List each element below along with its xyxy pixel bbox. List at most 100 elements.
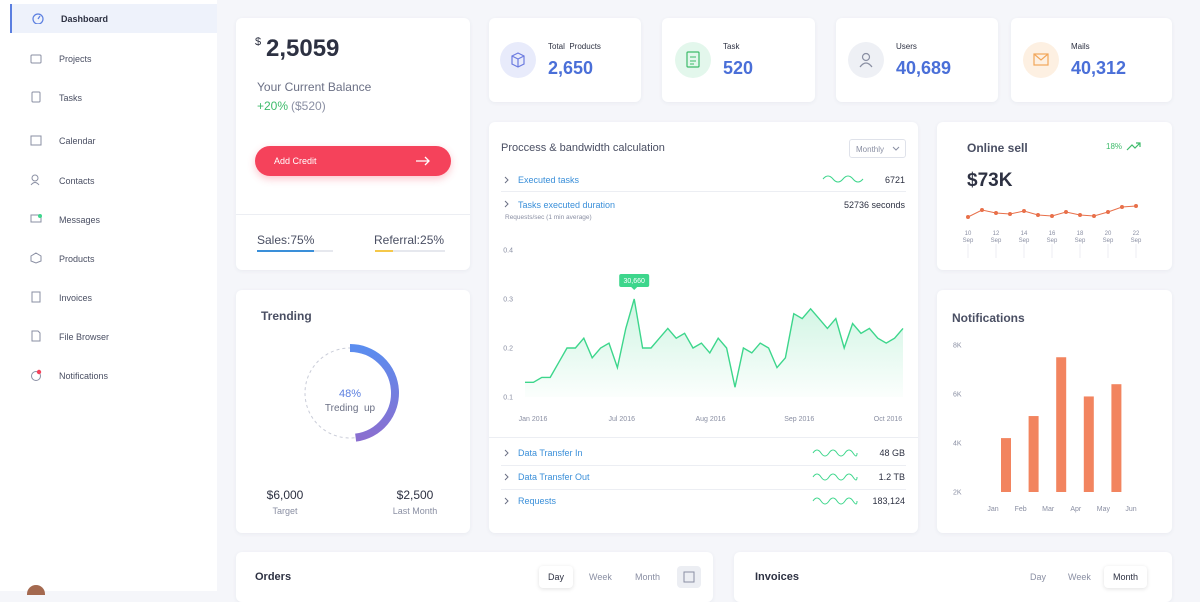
bar — [1056, 357, 1067, 492]
x-tick-label: 22 — [1133, 231, 1140, 237]
chevron — [504, 497, 509, 505]
balance-label: Your Current Balance — [257, 80, 372, 94]
nav-item[interactable]: Notifications — [10, 361, 217, 390]
y-tick-label: 2K — [953, 490, 962, 497]
last-month-value: $2,500 — [396, 488, 434, 502]
tab[interactable]: Day — [1030, 572, 1047, 582]
annotation: 30,660 — [623, 278, 645, 285]
nav-label: Tasks — [59, 93, 83, 103]
icon — [30, 214, 42, 223]
x-tick-label: 12 — [993, 231, 1000, 237]
bar — [1001, 438, 1011, 492]
nav-item[interactable]: Products — [10, 244, 217, 273]
stat-card: Users 40,689 — [836, 18, 998, 102]
icon — [30, 252, 42, 264]
sell-value: $73K — [967, 170, 1013, 191]
point — [1092, 214, 1096, 218]
chevron — [504, 473, 509, 481]
x-tick-label: Oct 2016 — [874, 416, 903, 423]
target-value: $6,000 — [266, 488, 304, 502]
trending-percent: 48% — [338, 388, 362, 400]
x-tick-label: Sep — [1131, 238, 1142, 244]
y-tick-label: 0.1 — [503, 395, 513, 402]
sparkline — [812, 497, 858, 505]
area — [525, 299, 903, 397]
referral-label: Referral:25% — [374, 233, 445, 247]
nav-item[interactable]: Messages — [10, 205, 217, 234]
icon — [31, 369, 42, 381]
nav-label: Products — [59, 254, 95, 264]
x-tick-label: Sep 2016 — [784, 416, 814, 423]
row-label[interactable]: Tasks executed duration — [518, 200, 616, 210]
stat-value: 40,312 — [1071, 58, 1127, 78]
arrow-icon — [416, 156, 430, 166]
icon — [31, 330, 41, 342]
chart-caption: Requests/sec (1 min average) — [505, 214, 592, 221]
trending-donut — [304, 344, 399, 442]
avatar[interactable] — [27, 585, 45, 595]
calendar-button[interactable] — [677, 566, 701, 588]
dropdown-caret — [892, 146, 900, 151]
chevron — [504, 200, 509, 208]
notifications-chart: 2K 4K 6K 8K Jan Feb Mar Apr May Jun — [953, 343, 1137, 514]
nav-item[interactable]: Contacts — [10, 166, 217, 195]
point — [1120, 205, 1124, 209]
point — [1036, 213, 1040, 217]
nav-item[interactable]: Calendar — [10, 126, 217, 155]
point — [1106, 210, 1110, 214]
stat-icon — [675, 42, 711, 78]
bar — [1028, 416, 1039, 492]
line — [525, 298, 904, 388]
chevron — [504, 449, 509, 457]
nav-label: Invoices — [59, 293, 93, 303]
point — [1022, 209, 1026, 213]
process-chart: 0.1 0.2 0.3 0.4 Jan 2016 Jul 2016 Aug 2016 Sep … — [503, 175, 904, 505]
point — [966, 215, 970, 219]
stat-icon — [500, 42, 536, 78]
x-tick-label: 16 — [1049, 231, 1056, 237]
nav-label: Projects — [59, 54, 92, 64]
icon — [30, 135, 42, 146]
nav-item[interactable]: Projects — [10, 44, 217, 73]
nav-item[interactable]: Invoices — [10, 283, 217, 312]
point — [1078, 213, 1082, 217]
stat-icon — [1023, 42, 1059, 78]
period-dropdown[interactable]: Monthly — [849, 139, 906, 158]
divider — [236, 214, 470, 215]
x-tick-label: 14 — [1021, 231, 1028, 237]
sales-track — [257, 250, 333, 252]
add-credit-button[interactable]: Add Credit — [255, 146, 451, 176]
point — [1064, 210, 1068, 214]
trend-icon — [1126, 142, 1141, 151]
y-tick-label: 0.4 — [503, 248, 513, 255]
row-label[interactable]: Requests — [518, 496, 557, 506]
tab[interactable]: Day — [539, 566, 574, 588]
tab[interactable]: Month — [635, 572, 661, 582]
stat-card: Total Products 2,650 — [489, 18, 641, 102]
notifications-card: 2K 4K 6K 8K Jan Feb Mar Apr May Jun Notifications — [937, 290, 1172, 533]
x-tick-label: Feb — [1015, 506, 1027, 513]
card-title: Proccess & bandwidth calculation — [501, 142, 665, 154]
x-tick-label: 18 — [1077, 231, 1084, 237]
x-tick-label: 10 — [965, 231, 972, 237]
row-label[interactable]: Data Transfer Out — [518, 472, 590, 482]
tab[interactable]: Week — [589, 572, 612, 582]
balance-amount: 2,5059 — [266, 35, 340, 62]
online-sell-card: 10 Sep 12 Sep 14 Sep 16 Sep 18 Sep 20 Sep 22 Sep Onli… — [937, 122, 1172, 270]
nav-item[interactable]: Tasks — [10, 83, 217, 112]
row-label[interactable]: Data Transfer In — [518, 448, 583, 458]
nav-item[interactable]: Dashboard — [10, 4, 217, 33]
button-label: Add Credit — [274, 156, 317, 166]
tab[interactable]: Week — [1068, 572, 1091, 582]
nav-item[interactable]: File Browser — [10, 322, 217, 351]
tab[interactable]: Month — [1104, 566, 1148, 588]
nav-label: Dashboard — [61, 14, 109, 24]
x-tick-label: Sep — [1019, 238, 1030, 244]
row-label[interactable]: Executed tasks — [518, 175, 580, 185]
point — [994, 211, 998, 215]
referral-track — [375, 250, 445, 252]
x-tick-label: Jan — [987, 506, 998, 513]
